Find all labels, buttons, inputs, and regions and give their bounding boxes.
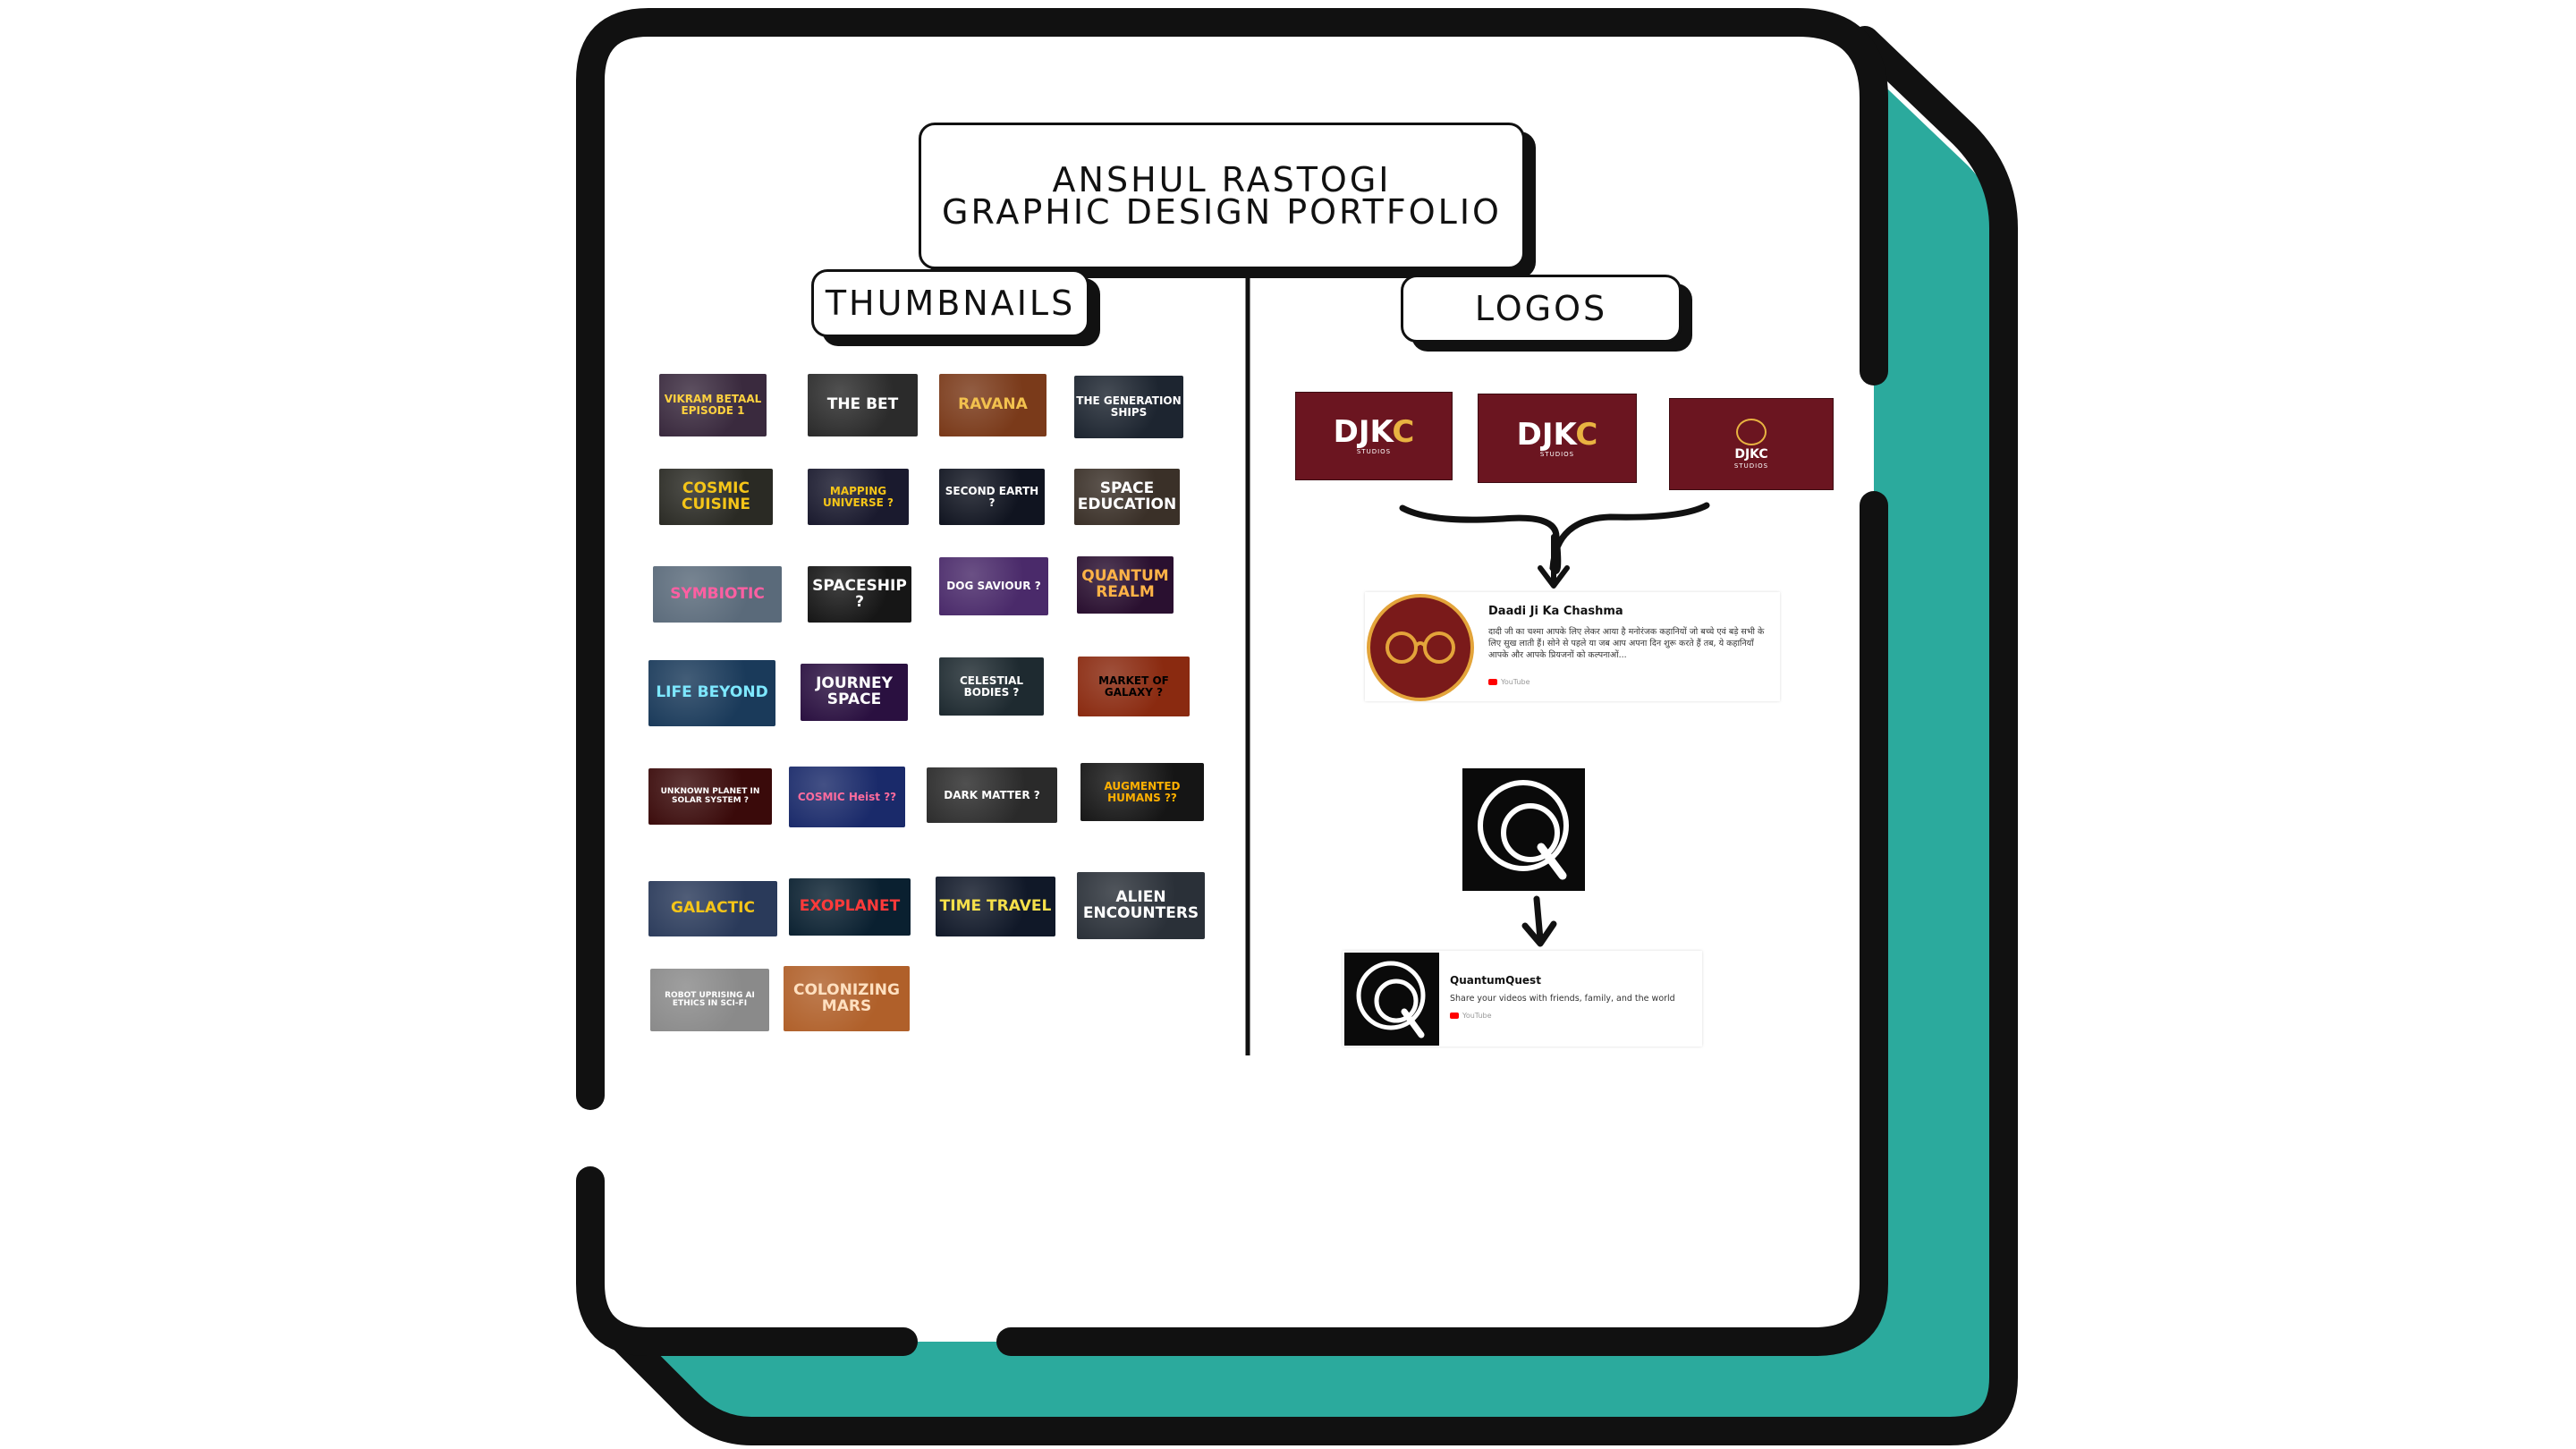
channel-card-quantumquest[interactable]: QuantumQuest Share your videos with frie… <box>1343 951 1702 1046</box>
thumbnail-title: SPACESHIP ? <box>812 576 907 611</box>
quantumquest-avatar <box>1344 953 1439 1046</box>
thumbnail-title: VIKRAM BETAAL EPISODE 1 <box>664 393 762 417</box>
thumbnail-3[interactable]: RAVANA <box>939 374 1046 436</box>
thumbnail-24[interactable]: ALIEN ENCOUNTERS <box>1077 872 1205 939</box>
thumbnail-title: SPACE EDUCATION <box>1077 479 1177 513</box>
thumbnail-title: AUGMENTED HUMANS ?? <box>1104 779 1181 804</box>
thumbnail-13[interactable]: LIFE BEYOND <box>648 660 775 726</box>
thumbnail-7[interactable]: SECOND EARTH ? <box>939 469 1045 525</box>
thumbnail-5[interactable]: COSMIC CUISINE <box>659 469 773 525</box>
thumbnail-title: THE BET <box>826 395 899 414</box>
thumbnail-title: SECOND EARTH ? <box>945 484 1039 509</box>
thumbnail-title: MARKET OF GALAXY ? <box>1098 674 1169 699</box>
thumbnail-title: QUANTUM REALM <box>1081 567 1169 601</box>
thumbnail-title: DOG SAVIOUR ? <box>946 580 1041 593</box>
djkc-logo-3: DJKC STUDIOS <box>1669 398 1834 490</box>
thumbnail-25[interactable]: ROBOT UPRISING AI ETHICS IN SCI-FI <box>650 969 769 1031</box>
thumbnail-title: DARK MATTER ? <box>944 788 1040 801</box>
channel-description: दादी जी का चश्मा आपके लिए लेकर आया है मन… <box>1488 627 1765 660</box>
thumbnail-title: COSMIC Heist ?? <box>797 790 897 803</box>
thumbnail-20[interactable]: AUGMENTED HUMANS ?? <box>1080 763 1204 821</box>
thumbnail-17[interactable]: UNKNOWN PLANET IN SOLAR SYSTEM ? <box>648 768 772 825</box>
title-line-1: ANSHUL RASTOGI <box>1052 160 1392 199</box>
thumbnail-15[interactable]: CELESTIAL BODIES ? <box>939 657 1044 716</box>
djkc-logo-1: DJKC STUDIOS <box>1295 392 1453 480</box>
thumbnail-19[interactable]: DARK MATTER ? <box>927 767 1057 823</box>
thumbnail-10[interactable]: SPACESHIP ? <box>808 566 911 623</box>
thumbnail-title: RAVANA <box>958 395 1028 414</box>
thumbnail-title: COLONIZING MARS <box>793 980 900 1015</box>
thumbnail-4[interactable]: THE GENERATION SHIPS <box>1074 376 1183 438</box>
thumbnails-label: THUMBNAILS <box>811 269 1089 337</box>
q-logo-icon <box>1478 780 1569 880</box>
thumbnail-title: ROBOT UPRISING AI ETHICS IN SCI-FI <box>665 990 755 1008</box>
glasses-avatar <box>1367 594 1474 701</box>
youtube-icon <box>1450 1013 1459 1019</box>
channel-card-daadi[interactable]: Daadi Ji Ka Chashma दादी जी का चश्मा आपक… <box>1365 592 1780 701</box>
thumbnail-title: JOURNEY SPACE <box>816 674 893 708</box>
thumbnail-title: EXOPLANET <box>799 897 901 916</box>
thumbnail-11[interactable]: DOG SAVIOUR ? <box>939 557 1048 615</box>
arrow-down-icon <box>1538 565 1570 589</box>
thumbnail-title: GALACTIC <box>671 899 755 918</box>
brace-icon <box>1399 502 1710 574</box>
thumbnail-22[interactable]: EXOPLANET <box>789 878 911 936</box>
thumbnail-2[interactable]: THE BET <box>808 374 918 436</box>
youtube-icon <box>1488 679 1497 685</box>
channel-description: Share your videos with friends, family, … <box>1450 994 1675 1004</box>
thumbnail-23[interactable]: TIME TRAVEL <box>936 877 1055 936</box>
thumbnail-26[interactable]: COLONIZING MARS <box>784 966 910 1031</box>
thumbnail-8[interactable]: SPACE EDUCATION <box>1074 469 1180 525</box>
thumbnail-title: SYMBIOTIC <box>670 584 765 603</box>
channel-name: QuantumQuest <box>1450 974 1541 987</box>
logos-label: LOGOS <box>1401 275 1682 343</box>
thumbnail-title: ALIEN ENCOUNTERS <box>1082 887 1199 922</box>
thumbnail-title: TIME TRAVEL <box>939 896 1052 915</box>
thumbnail-title: LIFE BEYOND <box>656 683 768 702</box>
channel-name: Daadi Ji Ka Chashma <box>1488 605 1623 618</box>
thumbnail-title: COSMIC CUISINE <box>681 479 750 513</box>
thumbnail-14[interactable]: JOURNEY SPACE <box>801 664 908 721</box>
thumbnail-title: MAPPING UNIVERSE ? <box>823 484 894 509</box>
thumbnail-9[interactable]: SYMBIOTIC <box>653 566 782 623</box>
platform-label: YouTube <box>1450 1012 1492 1020</box>
arrow-down-icon-2 <box>1521 920 1557 947</box>
quantumquest-logo <box>1462 768 1585 891</box>
thumbnail-6[interactable]: MAPPING UNIVERSE ? <box>808 469 909 525</box>
djkc-emblem-icon <box>1736 419 1767 445</box>
thumbnail-title: CELESTIAL BODIES ? <box>959 674 1024 699</box>
djkc-logo-2: DJKC STUDIOS <box>1478 394 1637 483</box>
thumbnail-1[interactable]: VIKRAM BETAAL EPISODE 1 <box>659 374 767 436</box>
thumbnail-21[interactable]: GALACTIC <box>648 881 777 936</box>
platform-label: YouTube <box>1488 678 1530 686</box>
thumbnail-12[interactable]: QUANTUM REALM <box>1077 556 1174 614</box>
thumbnail-18[interactable]: COSMIC Heist ?? <box>789 767 905 827</box>
thumbnail-title: THE GENERATION SHIPS <box>1076 394 1182 419</box>
q-avatar-icon <box>1356 961 1426 1038</box>
portfolio-title: ANSHUL RASTOGI GRAPHIC DESIGN PORTFOLIO <box>919 123 1525 269</box>
glasses-icon <box>1385 631 1455 664</box>
title-line-2: GRAPHIC DESIGN PORTFOLIO <box>942 192 1502 232</box>
thumbnail-16[interactable]: MARKET OF GALAXY ? <box>1078 657 1190 716</box>
thumbnail-title: UNKNOWN PLANET IN SOLAR SYSTEM ? <box>660 787 760 805</box>
